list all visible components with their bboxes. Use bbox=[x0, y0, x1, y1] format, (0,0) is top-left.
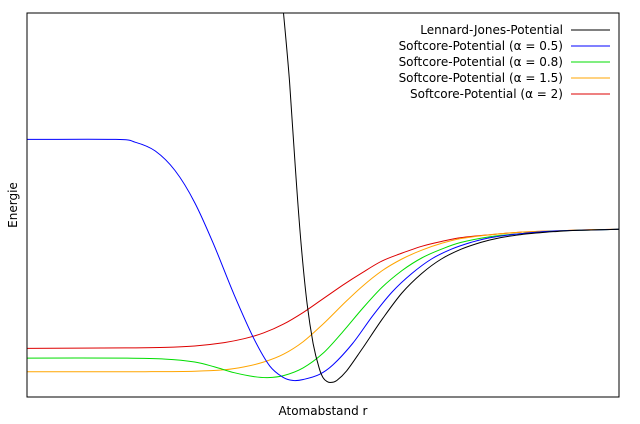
legend-label-3: Softcore-Potential (α = 0.8) bbox=[399, 55, 563, 69]
y-axis-label: Energie bbox=[6, 182, 20, 228]
legend: Lennard-Jones-Potential Softcore-Potentia… bbox=[399, 23, 610, 101]
x-axis-label: Atomabstand r bbox=[279, 404, 368, 418]
series-line-5 bbox=[27, 228, 619, 349]
series-line-3 bbox=[27, 228, 619, 379]
series-layer bbox=[27, 13, 619, 383]
legend-label-2: Softcore-Potential (α = 0.5) bbox=[399, 39, 563, 53]
legend-label-5: Softcore-Potential (α = 2) bbox=[410, 87, 563, 101]
series-line-1 bbox=[283, 13, 619, 383]
series-line-4 bbox=[27, 228, 619, 373]
legend-label-4: Softcore-Potential (α = 1.5) bbox=[399, 71, 563, 85]
legend-label-1: Lennard-Jones-Potential bbox=[420, 23, 563, 37]
plot-area-frame bbox=[26, 12, 620, 398]
series-line-2 bbox=[27, 138, 619, 382]
